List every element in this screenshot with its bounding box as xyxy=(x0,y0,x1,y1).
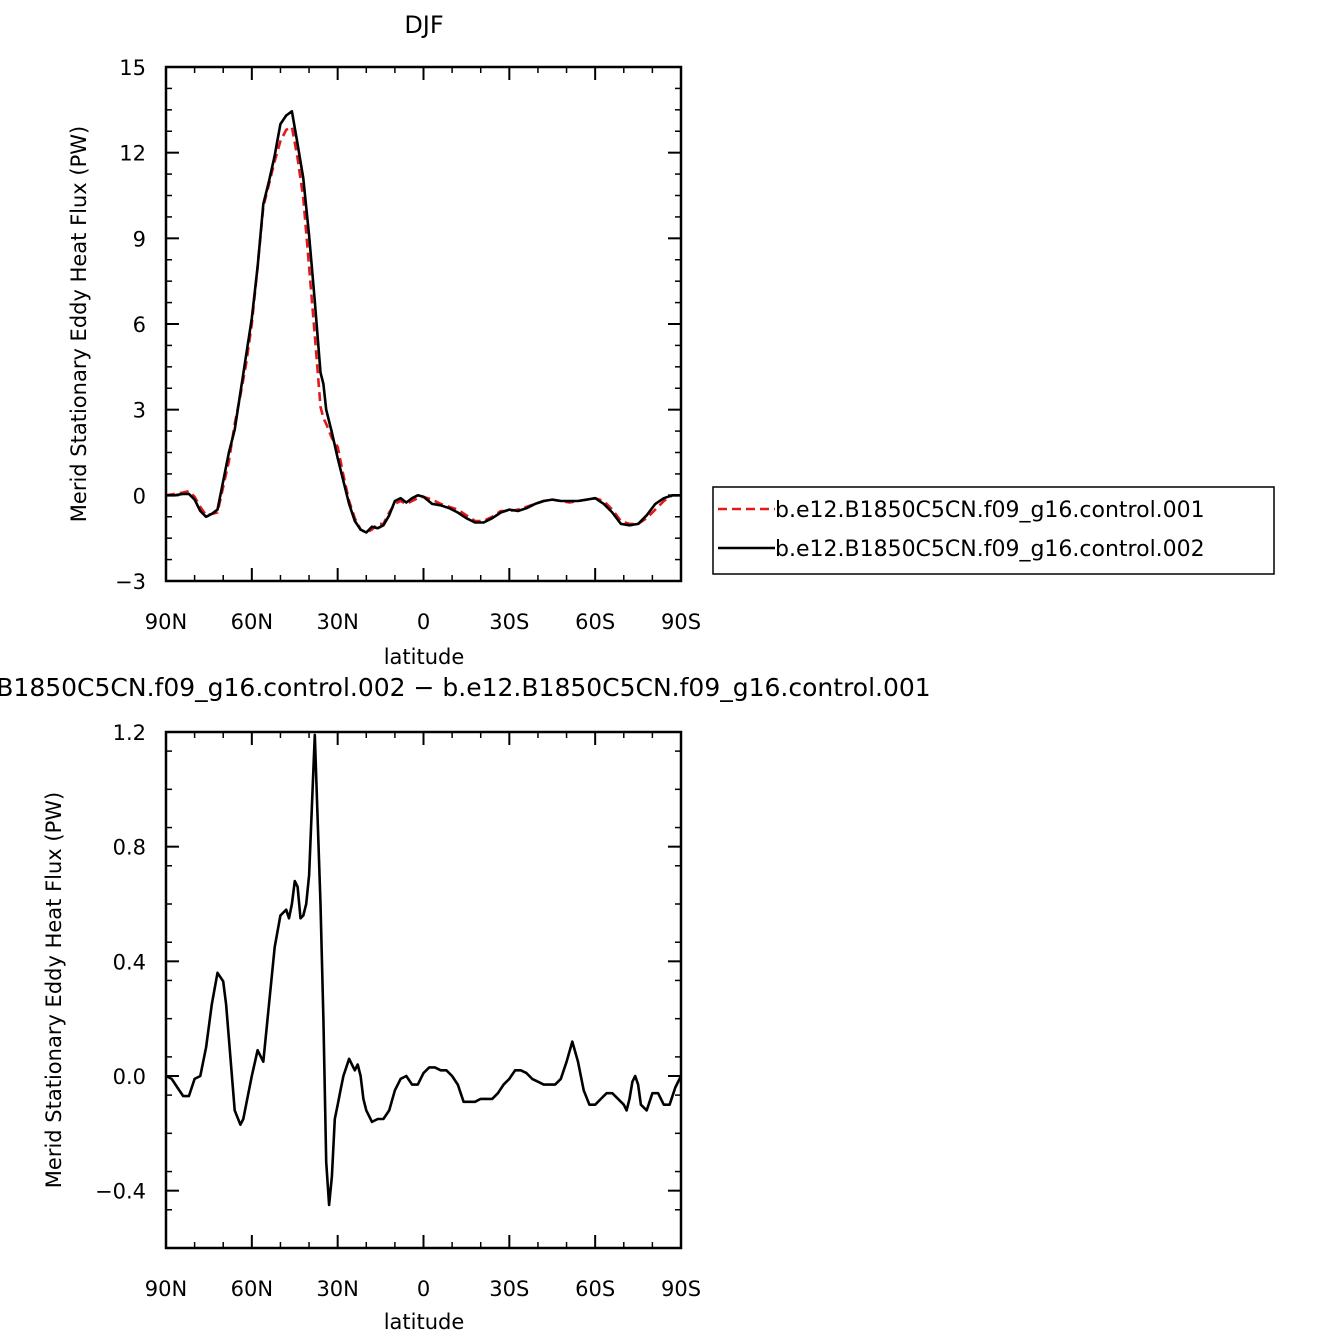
top-y-tick-label: 6 xyxy=(133,313,146,337)
top-y-tick-label: 9 xyxy=(133,227,146,251)
bottom-plot-frame xyxy=(164,730,683,1250)
top-y-tick-label: 12 xyxy=(119,142,146,166)
top-series-line-2 xyxy=(166,110,681,534)
bottom-series-line-1 xyxy=(165,733,683,1207)
top-x-tick-label: 90N xyxy=(145,610,187,634)
bottom-y-tick-label: 1.2 xyxy=(113,721,146,745)
top-x-tick-label: 0 xyxy=(417,610,430,634)
bottom-x-tick-label: 0 xyxy=(417,1277,430,1301)
top-x-tick-label: 60N xyxy=(231,610,273,634)
bottom-y-axis-label: Merid Stationary Eddy Heat Flux (PW) xyxy=(42,792,66,1188)
top-y-axis-label: Merid Stationary Eddy Heat Flux (PW) xyxy=(67,126,91,522)
bottom-x-tick-label: 30N xyxy=(316,1277,358,1301)
bottom-x-tick-label: 60S xyxy=(575,1277,615,1301)
top-y-tick-label: 3 xyxy=(133,399,146,423)
top-plot-frame xyxy=(164,65,683,583)
legend: b.e12.B1850C5CN.f09_g16.control.001 b.e1… xyxy=(712,486,1275,575)
top-x-tick-label: 90S xyxy=(661,610,701,634)
bottom-y-tick-label: −0.4 xyxy=(95,1180,146,1204)
bottom-title: b.e12.B1850C5CN.f09_g16.control.002 − b.… xyxy=(0,673,931,702)
bottom-x-tick-label: 90S xyxy=(661,1277,701,1301)
bottom-y-tick-label: 0.8 xyxy=(113,836,146,860)
bottom-y-tick-label: 0.0 xyxy=(113,1065,146,1089)
bottom-x-tick-label: 30S xyxy=(489,1277,529,1301)
top-y-tick-label: 0 xyxy=(133,484,146,508)
bottom-x-tick-label: 90N xyxy=(145,1277,187,1301)
bottom-x-axis-label: latitude xyxy=(384,1310,465,1334)
legend-box xyxy=(712,486,1275,575)
bottom-panel: b.e12.B1850C5CN.f09_g16.control.002 − b.… xyxy=(0,673,931,1334)
top-x-tick-label: 30S xyxy=(489,610,529,634)
bottom-x-tick-label: 60N xyxy=(231,1277,273,1301)
bottom-y-tick-label: 0.4 xyxy=(113,950,146,974)
top-x-tick-label: 60S xyxy=(575,610,615,634)
top-panel: DJF 90N 60N 30N 0 30S 60S 90S −3 0 3 6 9 12 15 latitu… xyxy=(67,11,701,669)
top-x-axis-label: latitude xyxy=(384,645,465,669)
top-y-tick-label: −3 xyxy=(115,570,146,594)
top-series-line-1 xyxy=(165,125,681,534)
top-title: DJF xyxy=(404,11,443,39)
top-x-tick-label: 30N xyxy=(316,610,358,634)
legend-label-control-002: b.e12.B1850C5CN.f09_g16.control.002 xyxy=(775,537,1205,562)
legend-label-control-001: b.e12.B1850C5CN.f09_g16.control.001 xyxy=(775,498,1205,523)
top-y-tick-label: 15 xyxy=(119,56,146,80)
